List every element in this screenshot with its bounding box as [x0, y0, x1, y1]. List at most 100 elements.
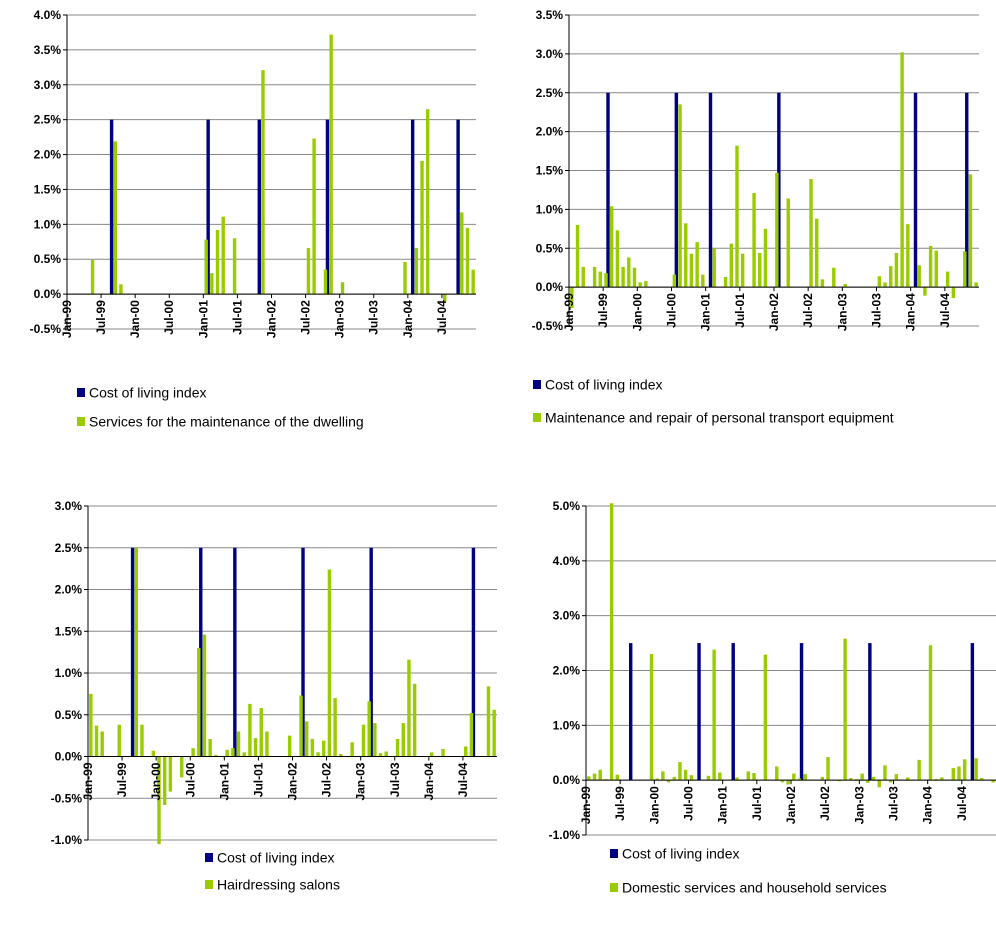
index-bar [868, 643, 872, 781]
x-tick-label: Jan-00 [630, 293, 644, 331]
service-bar [957, 766, 961, 781]
service-bar [689, 253, 694, 288]
service-bar [860, 773, 864, 781]
y-tick-label: 3.5% [34, 43, 62, 57]
x-tick-label: Jul-00 [665, 293, 679, 328]
x-tick-label: Jan-04 [401, 300, 415, 338]
service-bar [401, 723, 405, 757]
service-bar [119, 284, 123, 295]
legend-label: Cost of living index [622, 846, 740, 862]
service-bar [786, 198, 790, 288]
service-bar [248, 703, 252, 757]
service-bar [735, 145, 739, 288]
service-bar [718, 772, 722, 781]
x-tick-label: Jan-99 [60, 300, 74, 338]
service-bar [963, 251, 967, 288]
service-bar [644, 280, 648, 288]
service-bar [752, 193, 756, 288]
service-bar [627, 257, 631, 288]
x-tick-label: Jul-01 [230, 300, 244, 335]
x-tick-label: Jan-03 [852, 786, 866, 824]
legend-label: Hairdressing salons [217, 877, 340, 893]
service-bar [253, 738, 258, 757]
service-bar [866, 780, 870, 783]
x-tick-label: Jul-02 [320, 762, 334, 797]
y-tick-label: 3.0% [553, 609, 581, 623]
service-bar [723, 277, 728, 288]
service-bar [214, 754, 218, 757]
service-bar [763, 654, 768, 781]
service-bar [323, 269, 328, 295]
x-tick-label: Jul-04 [456, 762, 470, 797]
chart-hairdressing: 3.0% 2.5% 2.0% 1.5% 1.0% 0.5% 0.0% -0.5% -1.0% Ja… [51, 499, 497, 893]
service-bar [849, 777, 853, 781]
legend-label: Domestic services and household services [622, 880, 887, 896]
index-bar [130, 547, 135, 757]
service-bar [780, 780, 785, 783]
legend-label: Cost of living index [217, 850, 335, 866]
x-tick-label: Jul-02 [299, 300, 313, 335]
legend-swatch [77, 388, 85, 397]
y-tick-label: 0.0% [34, 287, 62, 301]
x-tick-label: Jan-04 [904, 293, 918, 331]
index-bar [970, 643, 975, 781]
service-bar [134, 547, 138, 757]
y-tick-label: 2.5% [55, 541, 83, 555]
y-tick-label: 4.0% [34, 8, 62, 22]
x-tick-label: Jul-03 [367, 300, 381, 335]
x-tick-label: Jul-03 [887, 786, 901, 821]
service-bar [638, 282, 642, 288]
index-bar [369, 547, 373, 757]
service-bar [991, 780, 995, 783]
index-bar [206, 119, 210, 295]
chart-dwelling-services: 4.0% 3.5% 3.0% 2.5% 2.0% 1.5% 1.0% 0.5% 0.0% -0.5… [30, 8, 476, 430]
service-bar [204, 239, 208, 295]
service-bar [655, 778, 659, 781]
service-bar [168, 756, 173, 792]
service-bar [735, 777, 739, 781]
service-bar [367, 701, 371, 757]
service-bar [312, 138, 316, 295]
service-bar [678, 762, 682, 781]
service-bar [684, 223, 688, 288]
legend-swatch [533, 413, 541, 422]
service-bar [945, 271, 950, 288]
x-tick-label: Jan-00 [647, 786, 661, 824]
service-bar [763, 228, 768, 288]
service-bar [592, 266, 597, 288]
service-bar [151, 750, 156, 757]
service-bar [575, 224, 580, 288]
service-bar [232, 238, 237, 295]
service-bar [140, 724, 144, 757]
y-tick-label: 3.5% [536, 8, 564, 22]
service-bar [689, 775, 694, 781]
index-bar [199, 547, 203, 757]
x-tick-label: Jan-03 [835, 293, 849, 331]
service-bar [299, 695, 303, 757]
service-bar [815, 218, 819, 288]
service-bar [712, 649, 716, 781]
service-bar [666, 780, 671, 783]
service-bar [412, 683, 417, 757]
x-tick-label: Jan-04 [422, 762, 436, 800]
y-tick-label: 2.5% [536, 86, 564, 100]
x-tick-label: Jan-02 [784, 786, 798, 824]
service-bar [934, 779, 938, 781]
index-bar [777, 92, 781, 288]
x-tick-label: Jul-99 [115, 762, 129, 797]
x-tick-label: Jan-03 [333, 300, 347, 338]
legend-label: Services for the maintenance of the dwel… [89, 414, 364, 430]
service-bar [923, 287, 927, 296]
x-tick-label: Jan-01 [716, 786, 730, 824]
y-tick-label: 1.0% [55, 666, 83, 680]
service-bar [843, 284, 847, 288]
service-bar [350, 742, 354, 757]
service-bar [310, 738, 315, 757]
y-tick-label: 0.5% [34, 252, 62, 266]
y-tick-label: 1.0% [553, 718, 581, 732]
service-bar [775, 172, 779, 288]
service-bar [180, 756, 184, 778]
service-bar [426, 109, 430, 295]
service-bar [928, 645, 933, 781]
service-bar [826, 757, 830, 781]
